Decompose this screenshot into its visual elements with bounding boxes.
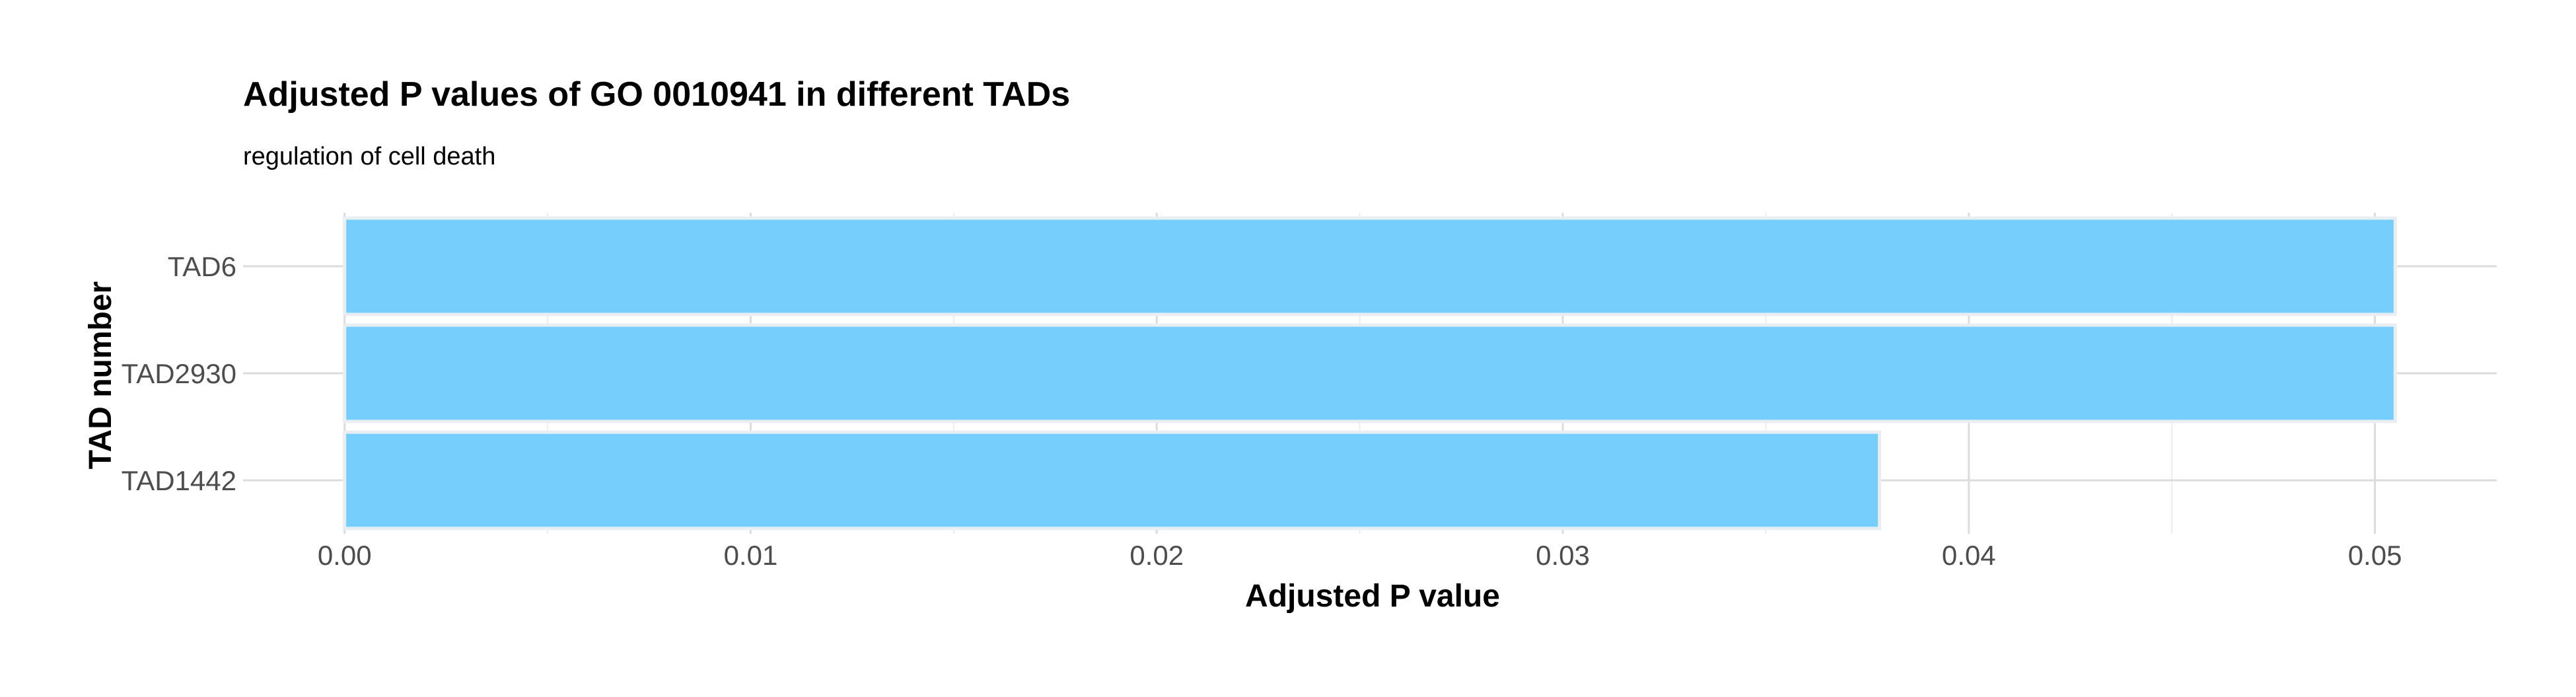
y-tick-label: TAD1442: [122, 465, 236, 496]
bar-tad2930: [343, 323, 2397, 423]
x-tick-label: 0.04: [1942, 540, 1996, 571]
y-axis-label: TAD number: [83, 281, 118, 469]
chart-subtitle: regulation of cell death: [243, 143, 495, 170]
bar-tad1442: [343, 430, 1882, 531]
x-axis-label: Adjusted P value: [1245, 579, 1500, 614]
y-tick-label: TAD2930: [122, 358, 236, 389]
x-tick-label: 0.00: [318, 540, 372, 571]
bars: [343, 216, 2397, 531]
chart-title: Adjusted P values of GO 0010941 in diffe…: [243, 75, 1070, 114]
y-tick-label: TAD6: [168, 251, 236, 282]
x-tick-label: 0.03: [1536, 540, 1590, 571]
x-tick-label: 0.01: [724, 540, 778, 571]
tick-labels: TAD6 TAD2930 TAD1442 0.00 0.01 0.02 0.03 0.04 0.…: [122, 251, 2402, 571]
bar-tad6: [343, 216, 2397, 316]
x-tick-label: 0.05: [2348, 540, 2402, 571]
x-tick-label: 0.02: [1129, 540, 1184, 571]
